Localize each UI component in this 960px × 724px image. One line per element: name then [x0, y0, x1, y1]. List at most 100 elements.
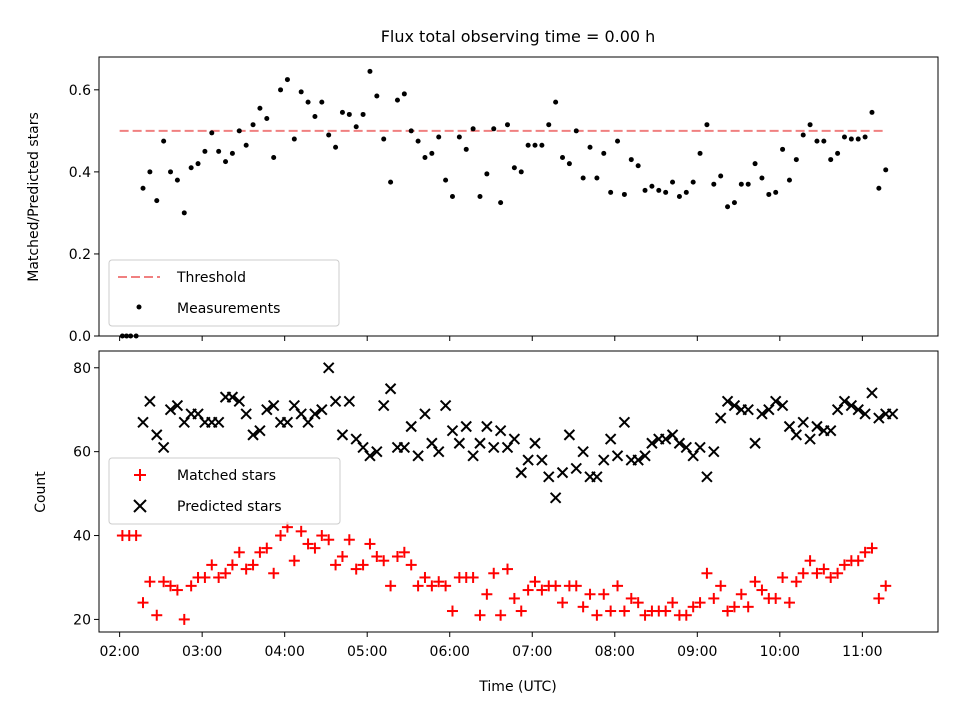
measurement-point — [312, 113, 318, 119]
predicted-star-marker — [549, 492, 562, 504]
x-tick-label: 04:00 — [265, 644, 305, 660]
predicted-star-marker — [137, 416, 149, 429]
predicted-star-marker — [446, 424, 459, 437]
predicted-star-marker — [405, 420, 417, 433]
bottom-y-ticks: 20 40 60 80 — [73, 361, 99, 628]
predicted-star-marker — [749, 437, 761, 449]
predicted-star-marker — [825, 424, 837, 437]
matched-star-marker — [226, 559, 238, 571]
matched-star-marker — [495, 609, 507, 621]
matched-star-marker — [165, 580, 177, 592]
measurement-point — [807, 122, 813, 128]
matched-star-marker — [577, 601, 589, 613]
predicted-star-marker — [192, 408, 204, 420]
predicted-star-marker — [873, 412, 885, 424]
matched-star-marker — [811, 567, 823, 579]
bottom-x-ticks: 02:00 03:00 04:00 05:00 06:00 07:00 08:00 09:00… — [99, 632, 883, 660]
y-tick-label: 40 — [73, 529, 91, 545]
measurement-point — [388, 179, 394, 185]
measurement-point — [649, 183, 655, 189]
measurement-point — [608, 189, 614, 195]
matched-star-marker — [247, 559, 259, 571]
predicted-star-marker — [852, 404, 864, 416]
predicted-star-marker — [426, 437, 438, 449]
legend-matched-label: Matched stars — [177, 468, 276, 484]
predicted-star-marker — [212, 416, 225, 429]
bottom-y-axis-label: Count — [33, 471, 49, 513]
predicted-star-marker — [728, 399, 741, 412]
predicted-star-marker — [144, 395, 156, 408]
matched-star-marker — [446, 605, 458, 617]
measurement-point — [869, 109, 875, 115]
matched-star-marker — [701, 567, 713, 579]
matched-star-marker — [639, 609, 651, 621]
matched-star-marker — [151, 609, 163, 621]
matched-star-marker — [233, 546, 245, 558]
matched-star-marker — [199, 571, 211, 583]
predicted-star-marker — [659, 433, 672, 445]
matched-star-marker — [591, 609, 603, 621]
matched-star-marker — [715, 580, 727, 592]
measurement-point — [587, 144, 593, 150]
matched-star-marker — [618, 605, 630, 617]
predicted-star-marker — [563, 429, 576, 441]
measurement-point — [800, 132, 806, 138]
measurement-point — [862, 134, 868, 140]
measurement-point — [511, 165, 517, 171]
predicted-star-marker — [281, 416, 294, 429]
predicted-star-marker — [439, 399, 452, 412]
matched-star-marker — [440, 580, 452, 592]
measurement-point — [621, 191, 627, 197]
measurement-point — [443, 177, 449, 183]
measurement-point — [477, 194, 483, 199]
measurement-point — [236, 128, 242, 134]
matched-star-marker — [632, 597, 644, 609]
matched-star-marker — [268, 567, 280, 579]
predicted-star-marker — [384, 383, 397, 395]
predicted-star-marker — [171, 399, 184, 412]
matched-star-marker — [336, 551, 348, 563]
matched-star-marker — [288, 555, 300, 567]
matched-star-marker — [832, 567, 844, 579]
predicted-star-marker — [673, 437, 686, 449]
predicted-star-marker — [769, 395, 782, 408]
measurement-point — [367, 68, 373, 74]
measurement-point — [257, 105, 263, 111]
predicted-star-marker — [350, 433, 362, 445]
matched-star-marker — [804, 555, 816, 567]
measurement-point — [697, 150, 703, 156]
predicted-star-marker — [680, 441, 693, 454]
predicted-star-marker — [378, 399, 390, 412]
predicted-star-marker — [577, 445, 589, 458]
measurement-point — [470, 126, 476, 132]
matched-star-marker — [790, 576, 802, 588]
measurement-point — [209, 130, 215, 136]
x-tick-label: 03:00 — [182, 644, 222, 660]
measurement-point — [188, 165, 194, 171]
predicted-star-marker — [866, 387, 878, 399]
measurement-point — [759, 175, 765, 181]
y-tick-label: 0.0 — [69, 329, 91, 345]
measurement-point — [752, 161, 758, 167]
measurement-point — [154, 198, 160, 204]
measurement-point — [766, 191, 772, 197]
predicted-star-marker — [322, 362, 335, 374]
legend-measurements-swatch — [136, 304, 142, 310]
predicted-star-marker — [364, 450, 376, 462]
matched-star-marker — [371, 551, 383, 563]
matched-star-marker — [742, 601, 754, 613]
predicted-star-marker — [838, 395, 851, 408]
measurement-point — [642, 187, 648, 193]
measurement-point — [725, 204, 731, 210]
predicted-star-marker — [687, 450, 699, 462]
predicted-star-marker — [336, 429, 349, 441]
measurement-point — [422, 155, 428, 161]
matched-star-marker — [350, 563, 362, 575]
predicted-star-marker — [481, 420, 493, 433]
measurement-point — [525, 142, 531, 148]
predicted-star-marker — [529, 437, 541, 449]
matched-star-marker — [474, 609, 486, 621]
matched-star-marker — [687, 601, 699, 613]
top-panel: 0.0 0.2 0.4 0.6 Matched/Predicted stars Thr… — [26, 56, 939, 345]
